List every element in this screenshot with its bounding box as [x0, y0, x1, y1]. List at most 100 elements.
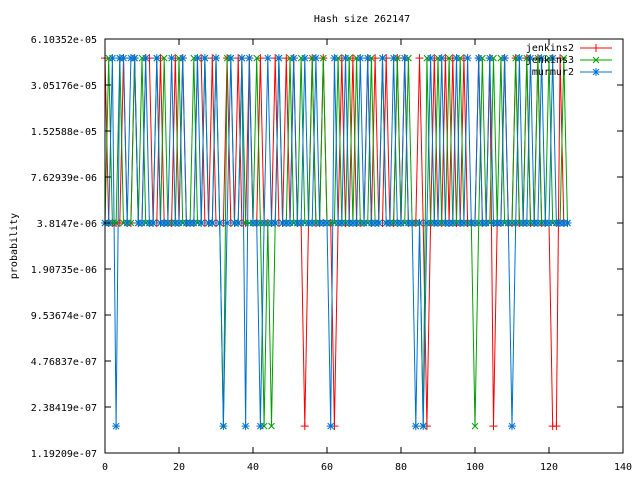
data-point: [167, 54, 176, 63]
data-point: [385, 218, 394, 227]
data-point: [415, 54, 424, 63]
data-point: [592, 68, 600, 76]
data-point: [482, 218, 491, 227]
legend-label: jenkins3: [526, 55, 574, 66]
y-tick-label: 1.19209e-07: [31, 449, 97, 460]
data-point: [496, 218, 505, 227]
plot-frame: [104, 38, 624, 454]
data-point: [149, 218, 158, 227]
data-point: [256, 422, 265, 431]
data-point: [323, 218, 331, 227]
data-point: [152, 54, 161, 63]
data-point: [253, 54, 261, 62]
data-point: [219, 422, 228, 431]
data-point: [563, 218, 572, 227]
data-point: [308, 218, 317, 227]
data-point: [245, 54, 254, 63]
data-point: [337, 218, 346, 227]
y-tick-label: 2.38419e-07: [31, 403, 97, 414]
data-point: [522, 218, 531, 227]
data-point: [545, 218, 553, 227]
data-point: [193, 54, 202, 63]
data-point: [234, 218, 243, 227]
data-point: [548, 54, 557, 63]
data-point: [352, 218, 361, 227]
x-tick-label: 0: [102, 462, 108, 473]
data-point: [485, 54, 494, 63]
x-tick-label: 80: [395, 462, 407, 473]
series-murmur2: [101, 54, 572, 431]
y-tick-label: 3.8147e-06: [37, 219, 97, 230]
series-layer: [101, 54, 572, 431]
data-point: [175, 218, 183, 227]
data-point: [130, 54, 139, 63]
data-point: [378, 54, 387, 63]
data-point: [286, 218, 294, 227]
data-point: [215, 218, 224, 227]
y-tick-label: 6.10352e-05: [31, 35, 97, 46]
data-point: [115, 218, 124, 227]
y-tick-label: 9.53674e-07: [31, 311, 97, 322]
data-point: [471, 422, 479, 430]
data-point: [389, 54, 398, 63]
y-tick-label: 1.52588e-05: [31, 127, 97, 138]
data-point: [300, 422, 309, 431]
data-point: [459, 218, 468, 227]
data-point: [268, 422, 275, 430]
data-point: [356, 54, 365, 63]
series-line: [104, 57, 568, 427]
legend-label: jenkins2: [526, 43, 574, 54]
data-point: [500, 54, 509, 63]
x-tick-label: 40: [247, 462, 259, 473]
data-point: [434, 218, 442, 227]
data-point: [537, 54, 546, 63]
x-tick-label: 120: [540, 462, 558, 473]
x-tick-label: 140: [614, 462, 632, 473]
data-point: [504, 218, 513, 227]
data-point: [123, 218, 132, 227]
data-point: [256, 54, 265, 63]
series-jenkins3: [101, 54, 571, 430]
data-point: [463, 54, 472, 63]
data-point: [560, 54, 568, 62]
data-point: [445, 54, 453, 62]
data-point: [226, 54, 235, 63]
series-jenkins2: [101, 54, 572, 431]
series-line: [105, 57, 568, 427]
data-point: [371, 54, 380, 63]
data-point: [289, 54, 298, 63]
data-point: [592, 44, 600, 52]
data-point: [437, 54, 446, 63]
data-point: [252, 218, 261, 227]
data-point: [419, 422, 428, 431]
legend-label: murmur2: [532, 67, 574, 78]
data-point: [112, 422, 121, 431]
data-point: [200, 54, 209, 63]
data-point: [415, 218, 424, 227]
data-point: [330, 54, 339, 63]
data-point: [108, 54, 117, 63]
data-point: [474, 54, 483, 63]
data-point: [212, 54, 220, 63]
x-tick-label: 20: [173, 462, 185, 473]
chart-title: Hash size 262147: [314, 14, 410, 25]
data-point: [138, 218, 146, 227]
data-point: [178, 54, 187, 63]
data-point: [408, 218, 417, 227]
data-point: [119, 54, 128, 63]
data-point: [241, 422, 250, 431]
x-tick-label: 100: [466, 462, 484, 473]
data-point: [592, 56, 600, 64]
data-point: [319, 54, 327, 62]
data-point: [260, 218, 269, 227]
data-point: [263, 54, 272, 63]
data-point: [374, 218, 383, 227]
data-point: [511, 218, 520, 227]
data-point: [422, 218, 431, 227]
data-point: [282, 54, 291, 63]
data-point: [274, 54, 283, 63]
data-point: [533, 218, 542, 227]
data-point: [426, 54, 435, 63]
